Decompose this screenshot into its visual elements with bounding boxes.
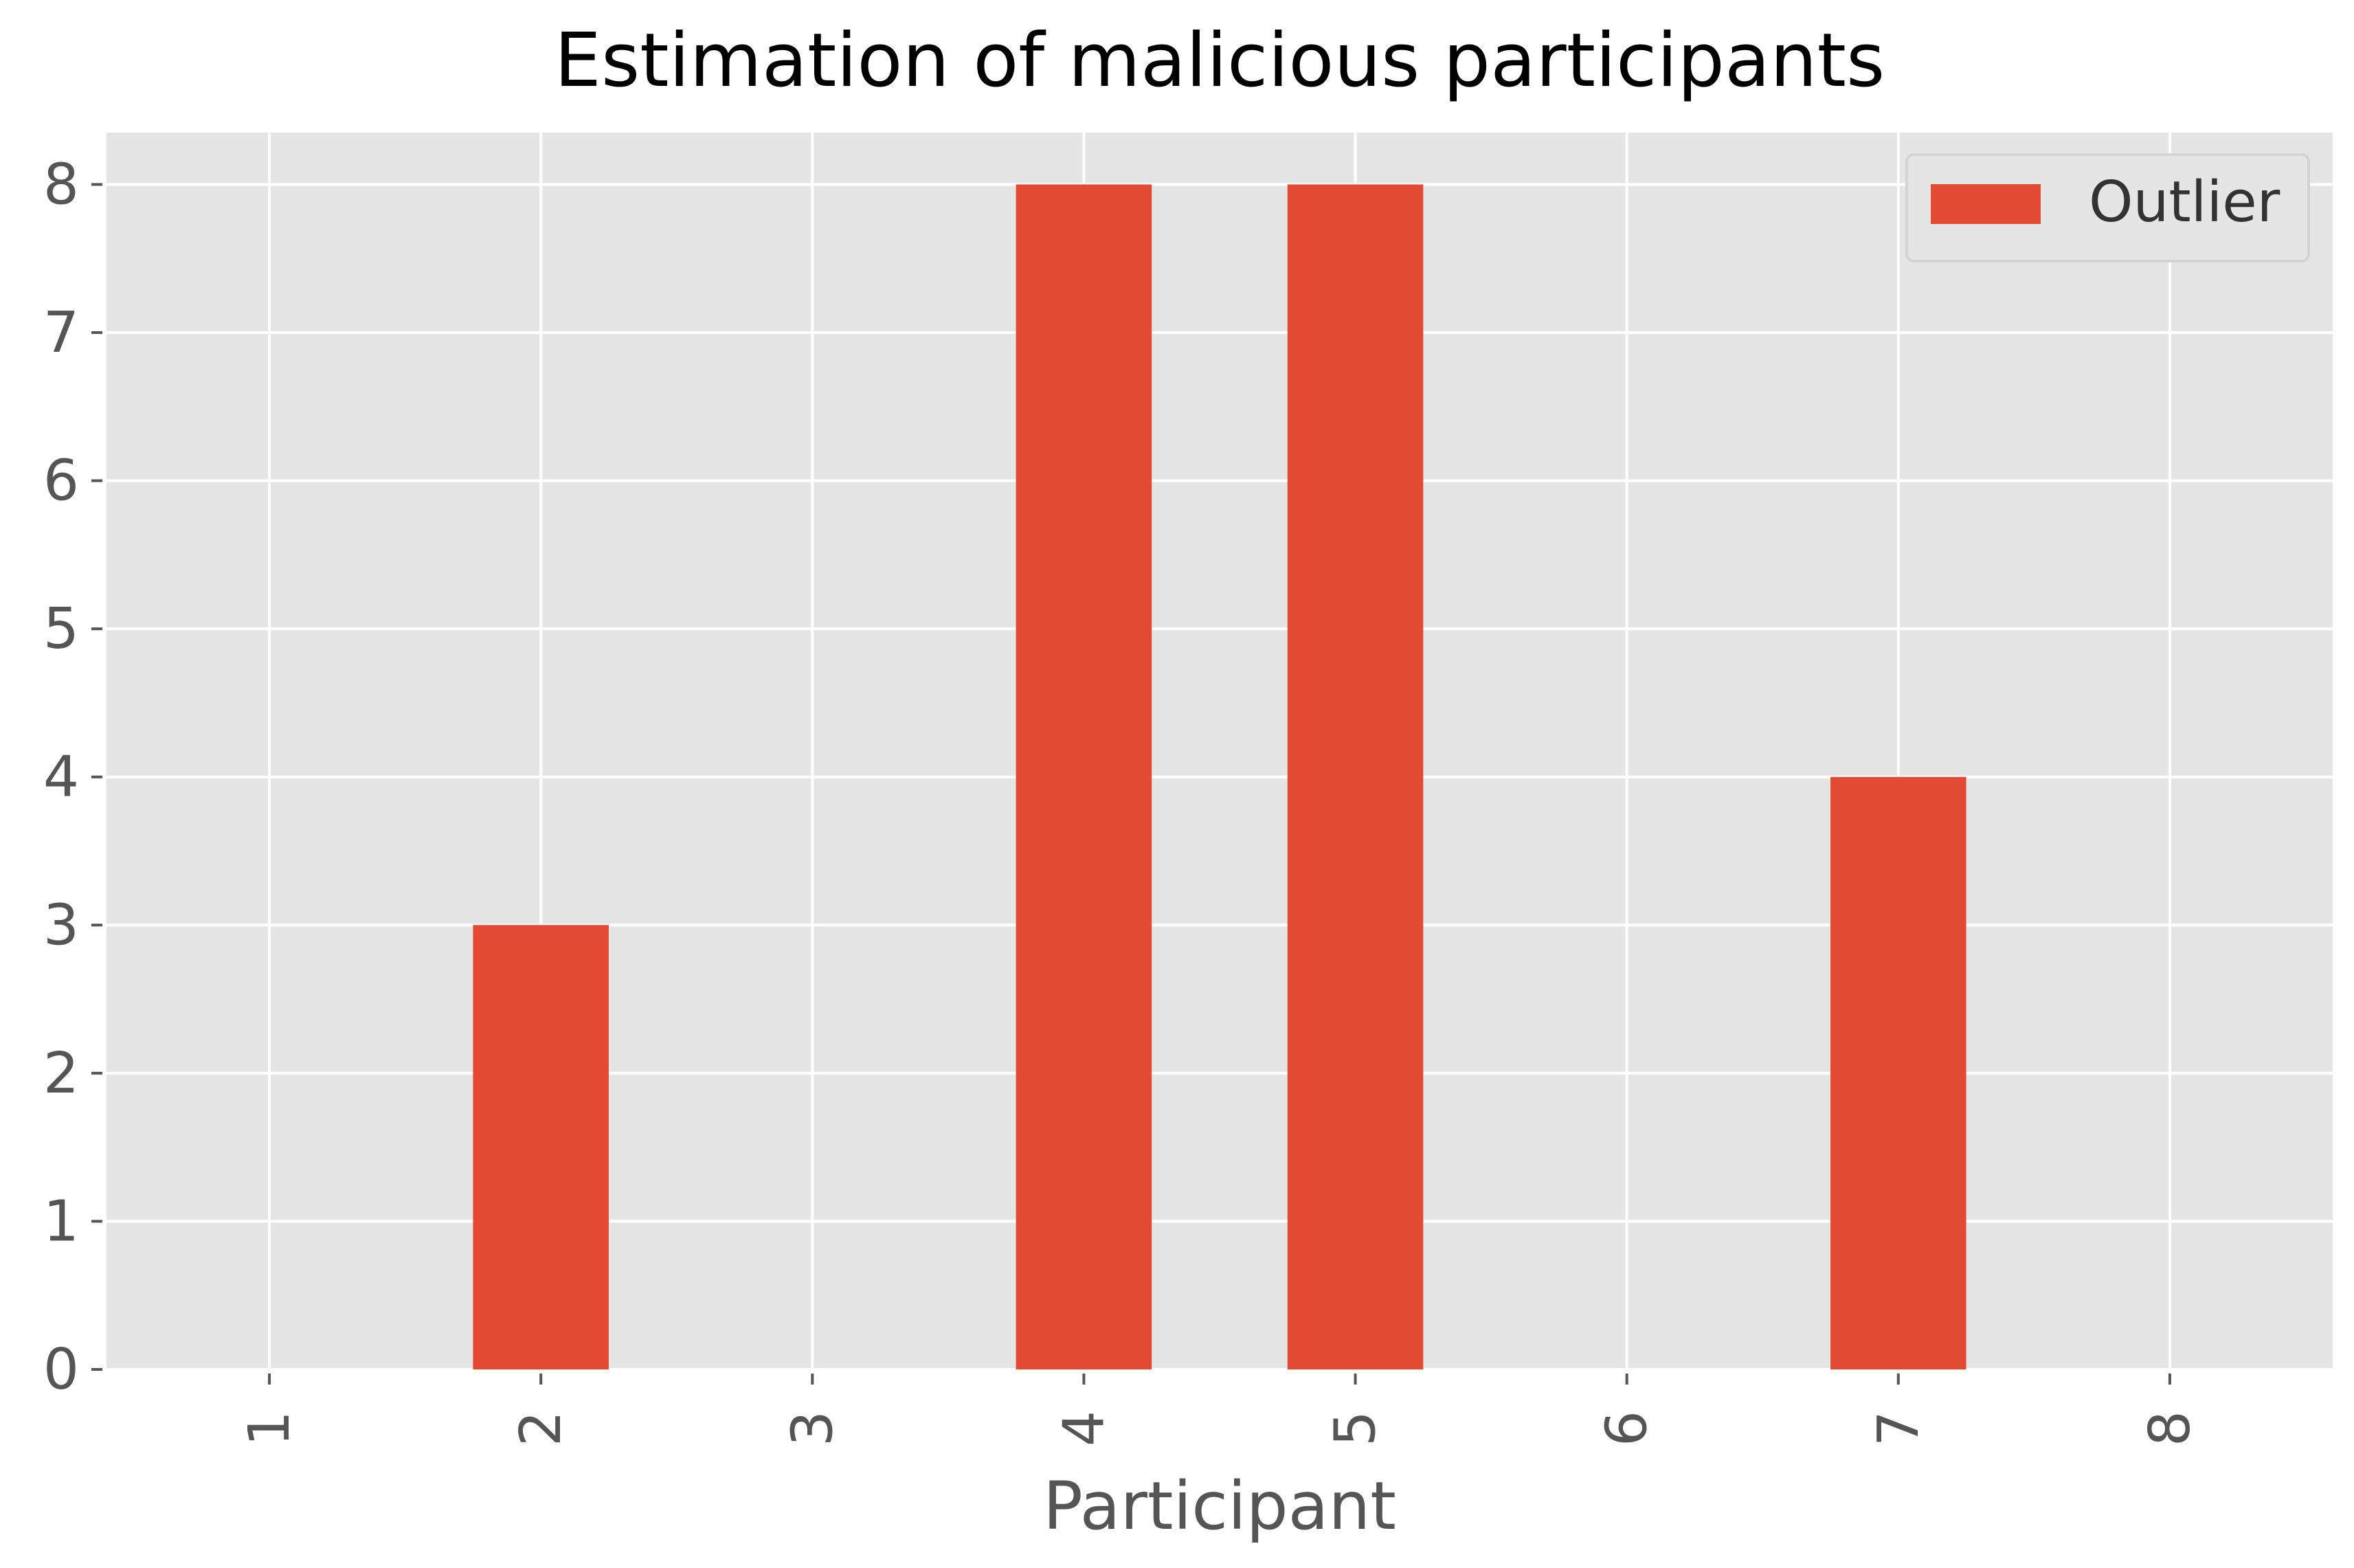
- x-tick-label: 2: [508, 1411, 574, 1446]
- legend: Outlier: [1905, 153, 2310, 262]
- y-tick-label: 0: [43, 1337, 79, 1402]
- y-tick-label: 5: [43, 596, 79, 662]
- x-tick-label: 4: [1051, 1411, 1117, 1446]
- legend-label-outlier: Outlier: [2089, 170, 2280, 235]
- x-tick-label: 6: [1595, 1411, 1660, 1446]
- x-tick-label: 7: [1866, 1411, 1931, 1446]
- x-tick-label: 3: [780, 1411, 845, 1446]
- legend-swatch: [1931, 184, 2041, 224]
- legend-box: [1905, 153, 2310, 262]
- y-tick-label: 4: [43, 745, 79, 810]
- bar-participant-7: [1830, 776, 1966, 1369]
- y-tick-label: 3: [43, 893, 79, 958]
- plot-area: [107, 133, 2333, 1369]
- x-tick-label: 8: [2138, 1411, 2203, 1446]
- y-tick-label: 8: [43, 152, 79, 217]
- bars: [473, 184, 1966, 1369]
- y-tick-label: 7: [43, 300, 79, 366]
- x-tick-label: 5: [1323, 1411, 1389, 1446]
- y-tick-label: 6: [43, 449, 79, 514]
- x-tick-label: 1: [237, 1411, 302, 1446]
- bar-participant-4: [1016, 184, 1152, 1369]
- y-tick-label: 1: [43, 1189, 79, 1254]
- bar-participant-5: [1287, 184, 1424, 1369]
- chart-title: Estimation of malicious participants: [554, 18, 1885, 104]
- y-tick-label: 2: [43, 1041, 79, 1106]
- axes: 0 1 2 3 4 5 6 7 8 1 2 3 4 5 6 7 8: [43, 152, 2203, 1446]
- bar-participant-2: [473, 925, 609, 1369]
- x-axis-label: Participant: [1043, 1468, 1396, 1545]
